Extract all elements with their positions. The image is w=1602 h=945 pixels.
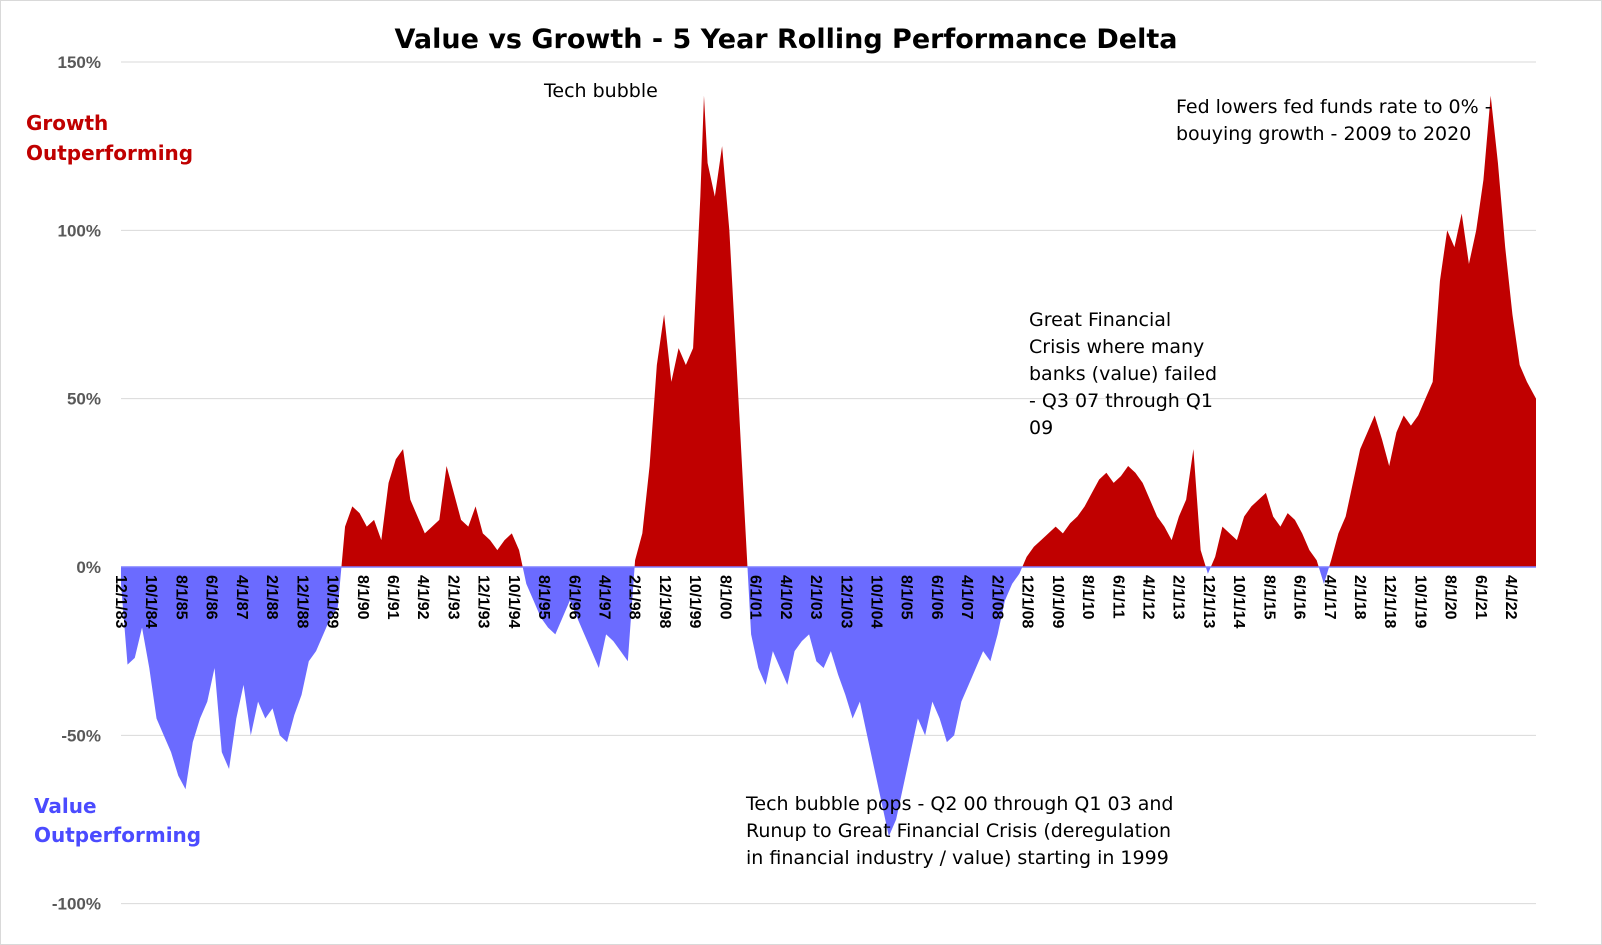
x-tick-label: 8/1/15 (1260, 575, 1277, 620)
y-tick-label: 50% (67, 390, 101, 409)
annotation-tech-bubble-text: Tech bubble (543, 80, 658, 102)
x-tick-label: 2/1/93 (444, 575, 461, 620)
growth-outperforming-area (121, 95, 1536, 568)
x-tick-label: 8/1/05 (898, 575, 915, 620)
y-axis-ticks: 150% 100% 50% 0% -50% -100% (52, 53, 101, 914)
x-tick-label: 12/1/93 (475, 575, 492, 628)
area-layer (121, 95, 1536, 837)
x-tick-label: 6/1/01 (747, 575, 764, 620)
x-tick-label: 4/1/22 (1502, 575, 1519, 620)
y-tick-label: -50% (61, 726, 101, 745)
x-tick-label: 2/1/08 (988, 575, 1005, 620)
x-tick-label: 12/1/08 (1019, 575, 1036, 628)
value-outperforming-area (121, 567, 1536, 837)
annotation-gfc-line-4: - Q3 07 through Q1 (1029, 390, 1213, 412)
annotation-tech-pop-line-3: in financial industry / value) starting … (746, 847, 1169, 869)
x-tick-label: 10/1/19 (1412, 575, 1429, 628)
y-tick-label: 100% (58, 221, 101, 240)
x-tick-label: 6/1/86 (203, 575, 220, 620)
annotation-gfc-line-5: 09 (1029, 417, 1053, 439)
x-tick-label: 6/1/06 (928, 575, 945, 620)
x-tick-label: 4/1/92 (414, 575, 431, 620)
x-tick-label: 6/1/16 (1291, 575, 1308, 620)
x-tick-label: 10/1/99 (686, 575, 703, 628)
annotation-fed-line-2: bouying growth - 2009 to 2020 (1176, 123, 1471, 145)
y-tick-label: 0% (76, 558, 101, 577)
x-tick-label: 12/1/83 (112, 575, 129, 628)
x-tick-label: 10/1/04 (868, 575, 885, 628)
side-label-value: Value Outperforming (34, 794, 201, 847)
x-tick-label: 10/1/14 (1230, 575, 1247, 628)
x-tick-label: 10/1/94 (505, 575, 522, 628)
annotation-gfc-line-3: banks (value) failed (1029, 363, 1217, 385)
x-tick-label: 10/1/89 (324, 575, 341, 628)
x-tick-label: 4/1/87 (233, 575, 250, 620)
annotation-tech-pop: Tech bubble pops - Q2 00 through Q1 03 a… (745, 793, 1173, 869)
value-label-line-1: Value (34, 794, 97, 818)
annotation-tech-pop-line-2: Runup to Great Financial Crisis (deregul… (746, 820, 1171, 842)
grid-layer (121, 61, 1536, 905)
y-tick-label: -100% (52, 895, 101, 914)
x-tick-label: 4/1/97 (596, 575, 613, 620)
x-tick-label: 8/1/90 (354, 575, 371, 620)
x-tick-label: 12/1/03 (837, 575, 854, 628)
x-tick-label: 8/1/20 (1442, 575, 1459, 620)
x-tick-label: 2/1/98 (626, 575, 643, 620)
growth-label-line-1: Growth (26, 111, 108, 135)
growth-label-line-2: Outperforming (26, 141, 193, 165)
x-tick-label: 2/1/18 (1351, 575, 1368, 620)
x-axis-ticks: 12/1/83 10/1/84 8/1/85 6/1/86 4/1/87 2/1/88 12… (112, 575, 1519, 628)
x-tick-label: 6/1/91 (384, 575, 401, 620)
x-tick-label: 8/1/00 (716, 575, 733, 620)
x-tick-label: 2/1/13 (1170, 575, 1187, 620)
x-tick-label: 2/1/88 (263, 575, 280, 620)
x-tick-label: 6/1/11 (1109, 575, 1126, 619)
x-tick-label: 4/1/02 (777, 575, 794, 620)
x-tick-label: 12/1/13 (1200, 575, 1217, 628)
annotation-fed: Fed lowers fed funds rate to 0% - bouyin… (1176, 96, 1492, 145)
x-tick-label: 10/1/09 (1049, 575, 1066, 628)
annotation-gfc-line-2: Crisis where many (1029, 336, 1204, 358)
x-tick-label: 6/1/96 (565, 575, 582, 620)
y-tick-label: 150% (58, 53, 101, 72)
annotation-tech-bubble: Tech bubble (543, 80, 658, 102)
annotation-fed-line-1: Fed lowers fed funds rate to 0% - (1176, 96, 1492, 118)
x-tick-label: 10/1/84 (142, 575, 159, 628)
annotation-tech-pop-line-1: Tech bubble pops - Q2 00 through Q1 03 a… (745, 793, 1173, 815)
x-tick-label: 12/1/18 (1381, 575, 1398, 628)
side-label-growth: Growth Outperforming (26, 111, 193, 165)
chart-title: Value vs Growth - 5 Year Rolling Perform… (395, 24, 1178, 55)
x-tick-label: 2/1/03 (807, 575, 824, 620)
x-tick-label: 6/1/21 (1472, 575, 1489, 620)
value-label-line-2: Outperforming (34, 823, 201, 847)
x-tick-label: 12/1/88 (293, 575, 310, 628)
x-tick-label: 8/1/95 (535, 575, 552, 620)
x-tick-label: 4/1/17 (1321, 575, 1338, 620)
x-tick-label: 8/1/10 (1079, 575, 1096, 620)
x-tick-label: 4/1/07 (958, 575, 975, 620)
x-tick-label: 12/1/98 (656, 575, 673, 628)
annotation-gfc: Great Financial Crisis where many banks … (1029, 309, 1217, 439)
x-tick-label: 8/1/85 (172, 575, 189, 620)
annotation-gfc-line-1: Great Financial (1029, 309, 1171, 331)
x-tick-label: 4/1/12 (1140, 575, 1157, 620)
